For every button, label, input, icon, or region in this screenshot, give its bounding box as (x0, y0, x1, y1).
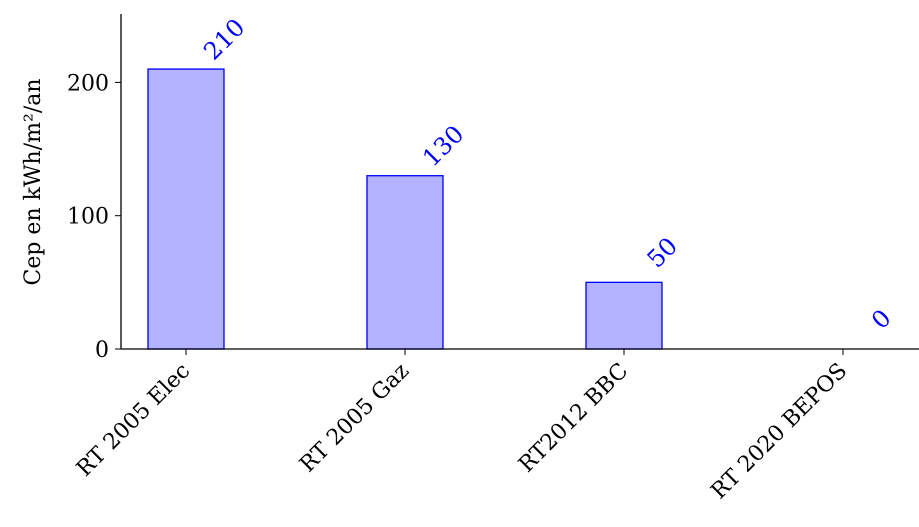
bars-layer (147, 68, 663, 350)
data-labels-layer: 210 130 50 0 (198, 13, 896, 334)
y-tick-label-2: 200 (67, 71, 109, 96)
data-label-0: 210 (198, 13, 250, 65)
x-ticks-layer: RT 2005 Elec RT 2005 Gaz RT2012 BBC RT 2020… (72, 349, 852, 504)
bar-2 (585, 281, 663, 350)
data-label-3: 0 (866, 304, 897, 335)
category-label-2: RT2012 BBC (514, 359, 633, 478)
y-tick-label-0: 0 (95, 338, 109, 363)
bar-1 (366, 175, 444, 350)
axes-layer (120, 14, 919, 350)
data-label-1: 130 (417, 120, 469, 172)
category-label-3: RT 2020 BEPOS (707, 359, 853, 505)
bar-0 (147, 68, 225, 350)
category-label-1: RT 2005 Gaz (295, 359, 414, 478)
y-tick-label-1: 100 (67, 205, 109, 230)
y-ticks-layer: 0 100 200 (67, 71, 121, 363)
category-label-0: RT 2005 Elec (72, 359, 195, 482)
data-label-2: 50 (642, 232, 683, 273)
y-axis-title: Cep en kWh/m²/an (21, 78, 46, 285)
